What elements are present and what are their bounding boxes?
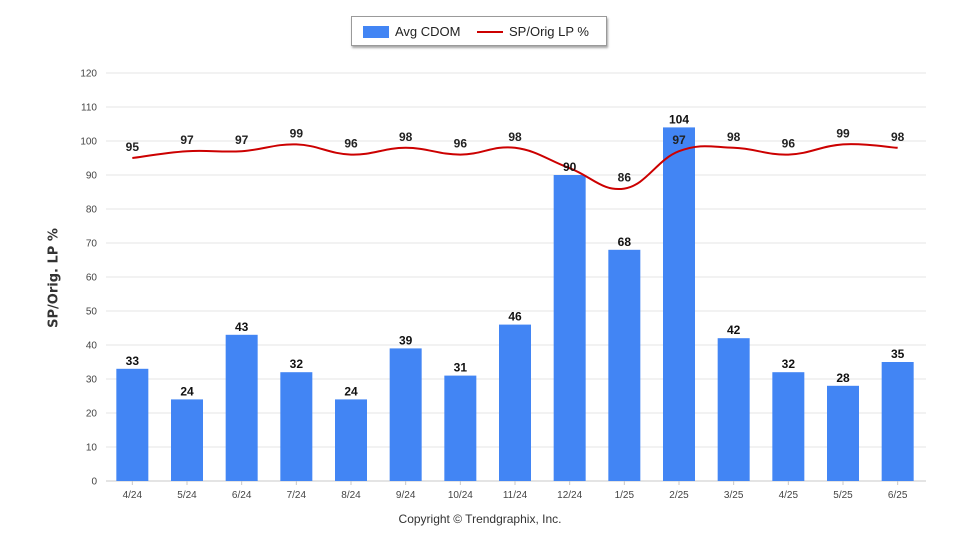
line-data-label: 96 [344, 137, 358, 151]
y-tick-label: 80 [86, 205, 98, 216]
x-tick-label: 5/24 [177, 490, 197, 501]
line-data-label: 98 [727, 130, 741, 144]
bar-data-label: 24 [344, 384, 358, 398]
x-tick-label: 10/24 [448, 490, 473, 501]
bar-data-label: 33 [126, 354, 140, 368]
line-data-label: 99 [836, 126, 850, 140]
bar-data-label: 28 [836, 371, 850, 385]
x-tick-label: 3/25 [724, 490, 744, 501]
bar [499, 324, 531, 481]
bar-data-label: 43 [235, 320, 249, 334]
y-tick-label: 10 [86, 443, 98, 454]
x-tick-label: 12/24 [557, 490, 582, 501]
x-tick-label: 7/24 [287, 490, 307, 501]
bar [116, 368, 149, 481]
bar [608, 249, 641, 481]
x-tick-label: 6/24 [232, 490, 252, 501]
y-tick-label: 20 [86, 409, 98, 420]
bar-data-label: 39 [399, 333, 413, 347]
copyright-footer: Copyright © Trendgraphix, Inc. [398, 512, 562, 526]
bar-data-label: 90 [563, 160, 577, 174]
x-tick-label: 8/24 [341, 490, 361, 501]
x-tick-label: 11/24 [503, 490, 528, 501]
legend-bar-swatch [363, 26, 389, 38]
line-data-label: 98 [399, 130, 413, 144]
y-tick-label: 40 [86, 341, 98, 352]
line-data-label: 86 [618, 171, 632, 185]
bar-data-label: 104 [669, 112, 689, 126]
bar [827, 385, 859, 481]
bar [772, 372, 805, 481]
line-series-sp-orig-lp [132, 143, 898, 191]
y-tick-label: 110 [81, 103, 97, 114]
y-axis-title: SP/Orig. LP % [46, 228, 62, 328]
legend-bar-label: Avg CDOM [395, 24, 461, 39]
chart-legend: Avg CDOM SP/Orig LP % [351, 16, 607, 46]
bar-data-label: 32 [782, 357, 796, 371]
line-data-label: 99 [290, 126, 304, 140]
line-data-label: 97 [672, 133, 686, 147]
line-data-label: 98 [508, 130, 522, 144]
bar-data-label: 32 [290, 357, 304, 371]
bar-data-label: 46 [508, 310, 522, 324]
x-tick-label: 2/25 [669, 490, 689, 501]
y-tick-label: 30 [86, 375, 98, 386]
y-tick-label: 70 [86, 239, 98, 250]
bar-data-label: 42 [727, 323, 741, 337]
bar-data-label: 31 [454, 361, 468, 375]
x-tick-label: 5/25 [833, 490, 853, 501]
bar [881, 362, 914, 481]
bar-data-label: 35 [891, 347, 905, 361]
bar [663, 127, 695, 482]
x-tick-label: 4/25 [779, 490, 799, 501]
bar-data-label: 68 [618, 235, 632, 249]
line-data-label: 97 [180, 133, 194, 147]
line-data-label: 96 [782, 137, 796, 151]
bar [335, 399, 367, 481]
x-tick-label: 1/25 [615, 490, 635, 501]
legend-line-swatch [477, 31, 503, 33]
bar [171, 399, 203, 481]
x-tick-label: 4/24 [123, 490, 143, 501]
bar-data-label: 24 [180, 384, 194, 398]
y-tick-label: 50 [86, 307, 98, 318]
line-data-label: 95 [126, 140, 140, 154]
y-tick-label: 90 [86, 171, 98, 182]
bar [389, 348, 422, 481]
bar [280, 372, 313, 481]
bar [717, 338, 750, 481]
x-tick-label: 9/24 [396, 490, 416, 501]
bar [225, 334, 258, 481]
line-data-label: 97 [235, 133, 249, 147]
y-tick-label: 100 [80, 137, 97, 148]
y-tick-label: 120 [80, 69, 97, 80]
y-tick-label: 60 [86, 273, 98, 284]
line-data-label: 98 [891, 130, 905, 144]
x-tick-label: 6/25 [888, 490, 908, 501]
bar [444, 375, 477, 481]
bar [553, 175, 586, 481]
y-tick-label: 0 [91, 477, 97, 488]
legend-line-label: SP/Orig LP % [509, 24, 589, 39]
line-data-label: 96 [454, 137, 468, 151]
